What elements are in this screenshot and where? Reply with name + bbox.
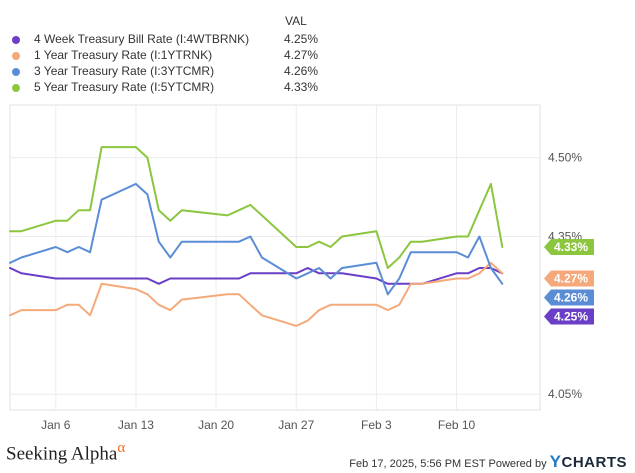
legend-series-name: 3 Year Treasury Rate (I:3YTCMR) [34,64,215,78]
series-line [9,146,504,269]
plot-area [9,104,541,411]
x-tick-label: Feb 3 [361,418,392,432]
chart-timestamp: Feb 17, 2025, 5:56 PM EST Powered by [349,458,547,470]
seeking-alpha-wordmark: Seeking Alpha [6,443,118,465]
end-value-tag [544,308,594,325]
legend-series-value: 4.26% [283,64,318,78]
chart-footer: Feb 17, 2025, 5:56 PM EST Powered by YCH… [349,452,627,472]
end-value-tag [544,289,594,306]
series-line [9,182,504,296]
end-value-label: 4.26% [554,291,588,305]
series-line [9,267,504,285]
alpha-mark-icon: α [117,440,126,456]
legend-color-dot [12,68,20,76]
legend-series-name: 5 Year Treasury Rate (I:5YTCMR) [34,80,215,94]
end-value-tag [544,270,594,287]
legend-color-dot [12,52,20,60]
legend-series-name: 4 Week Treasury Bill Rate (I:4WTBRNK) [34,32,250,46]
legend-series-name: 1 Year Treasury Rate (I:1YTRNK) [34,48,213,62]
y-tick-label: 4.50% [548,151,582,165]
legend-value-header: VAL [285,14,307,28]
ycharts-y-mark: Y [549,452,562,471]
end-value-tag [544,238,594,255]
legend-color-dot [12,36,20,44]
legend-color-dot [12,84,20,92]
legend-series-value: 4.33% [283,80,318,94]
y-tick-label: 4.05% [548,387,582,401]
end-value-label: 4.25% [554,310,588,324]
x-tick-label: Jan 13 [118,418,154,432]
end-value-label: 4.33% [554,240,588,254]
seeking-alpha-logo: Seeking Alphaα [6,440,125,465]
legend-series-value: 4.25% [283,32,318,46]
legend-series-value: 4.27% [283,48,318,62]
end-value-label: 4.27% [554,272,588,286]
ycharts-logo: YCHARTS [549,452,627,471]
x-tick-label: Jan 20 [198,418,234,432]
x-tick-label: Jan 27 [278,418,314,432]
x-tick-label: Jan 6 [41,418,71,432]
x-tick-label: Feb 10 [438,418,476,432]
ycharts-wordmark: CHARTS [561,454,627,471]
series-line [9,261,504,327]
